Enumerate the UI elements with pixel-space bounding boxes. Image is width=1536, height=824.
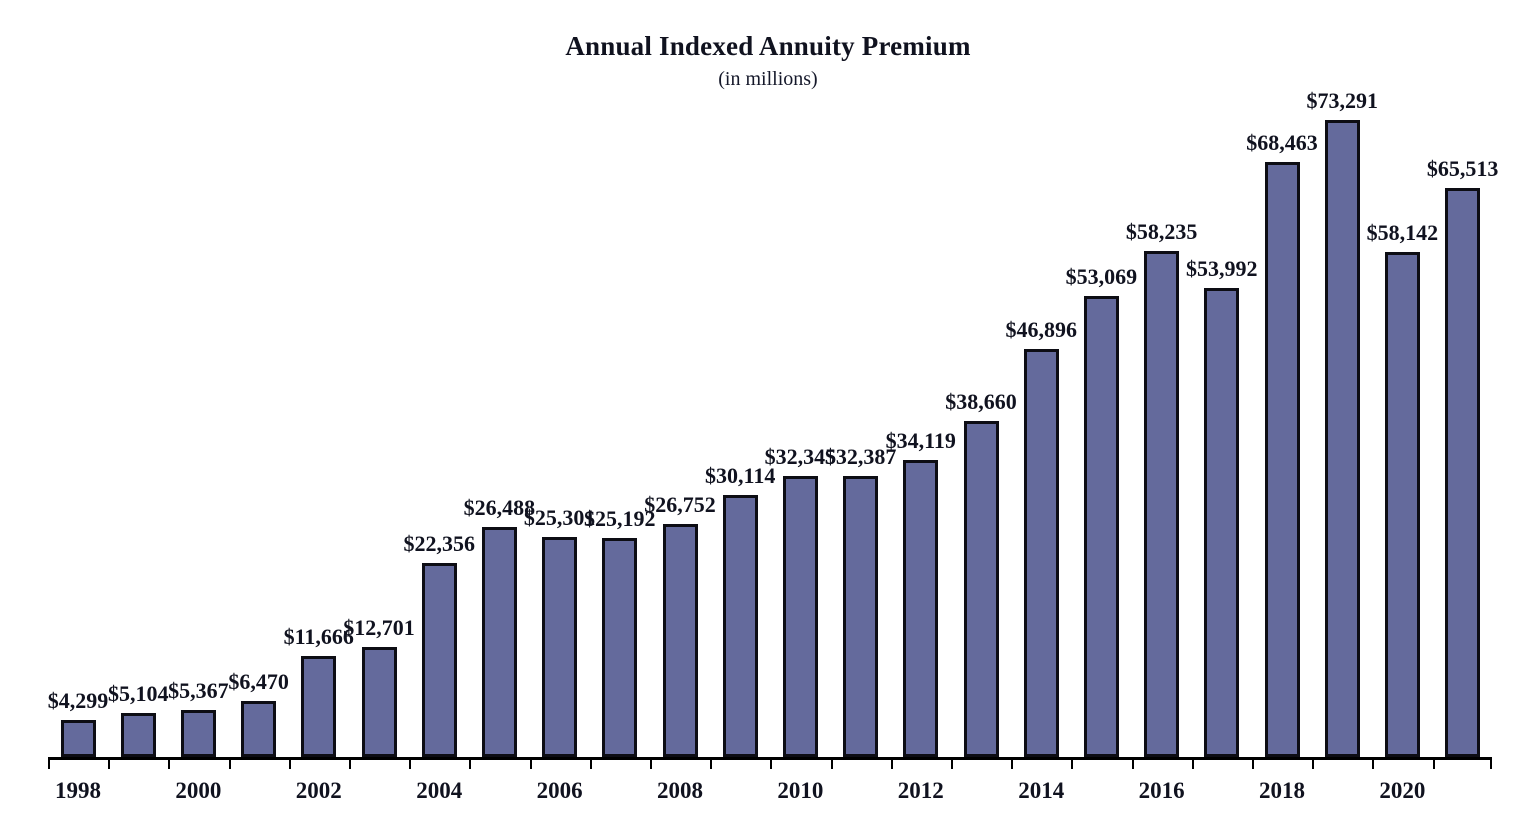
bar [662,524,698,757]
bar [722,495,758,757]
axis-tick-label: 2018 [1259,778,1305,803]
axis-tick-label: 1998 [55,778,101,803]
bar [1384,252,1420,757]
bar-value-label: $26,488 [463,495,536,520]
axis-tick [1071,760,1073,769]
bar [1083,296,1119,757]
axis-tick-label: 2020 [1379,778,1426,803]
bar [903,460,939,757]
axis-tick [590,760,592,769]
axis-tick-label: 2000 [175,778,222,803]
bar-value-label: $4,299 [47,688,109,713]
bar [421,563,457,757]
bar [602,538,638,757]
axis-tick [409,760,411,769]
axis-tick-label: 2012 [897,778,944,803]
axis-tick [1011,760,1013,769]
axis-tick [1132,760,1134,769]
axis-tick [349,760,351,769]
bar [1204,288,1240,757]
bar-value-label: $34,119 [885,428,956,453]
bar [180,710,216,757]
bar-value-label: $25,192 [584,506,656,531]
bar-value-label: $53,069 [1065,264,1138,289]
bar [241,701,277,757]
bar-value-label: $26,752 [644,492,716,517]
bar-value-label: $58,142 [1366,220,1439,245]
axis-tick [1433,760,1435,769]
bar [1023,349,1059,757]
bar-value-label: $30,114 [705,463,776,488]
axis-tick [1312,760,1314,769]
bar-value-label: $58,235 [1125,219,1198,244]
x-axis-line [48,757,1492,760]
axis-tick-label: 2004 [416,778,463,803]
bar [542,537,578,757]
axis-tick-label: 2014 [1018,778,1065,803]
axis-tick [710,760,712,769]
bar [1264,162,1300,757]
bar [481,527,517,757]
axis-tick [168,760,170,769]
axis-tick [891,760,893,769]
bar-value-label: $12,701 [343,615,415,640]
bar-value-label: $25,301 [523,505,596,530]
axis-tick [1372,760,1374,769]
axis-tick [530,760,532,769]
bar-value-label: $6,470 [228,669,289,694]
bar-value-label: $5,367 [168,678,229,703]
axis-tick [650,760,652,769]
bar-value-label: $73,291 [1306,88,1378,113]
bar [963,421,999,757]
axis-tick [951,760,953,769]
bar [782,476,818,757]
axis-tick-label: 2010 [777,778,824,803]
bar-value-label: $38,660 [945,389,1017,414]
bar [60,720,96,757]
bar [1144,251,1180,757]
bar [1324,120,1360,757]
axis-tick [108,760,110,769]
bar-value-label: $68,463 [1246,130,1318,155]
axis-tick-label: 2008 [657,778,703,803]
bar-value-label: $5,104 [107,681,169,706]
bar-value-label: $32,387 [824,444,897,469]
axis-tick-label: 2006 [536,778,583,803]
bar [843,476,879,757]
chart-title-block: Annual Indexed Annuity Premium (in milli… [0,31,1536,90]
bar-value-label: $53,992 [1186,256,1258,281]
chart-subtitle: (in millions) [718,67,818,90]
axis-tick [48,760,50,769]
axis-tick [469,760,471,769]
axis-tick-label: 2002 [295,778,342,803]
axis-tick-label: 2016 [1138,778,1185,803]
bar [361,647,397,757]
bar-value-label: $46,896 [1005,317,1077,342]
bar-value-label: $22,356 [403,531,475,556]
bar-value-label: $65,513 [1426,156,1499,181]
axis-tick [1192,760,1194,769]
bar [120,713,156,757]
page-title: Annual Indexed Annuity Premium [565,31,971,61]
axis-tick [1490,760,1492,769]
axis-tick [770,760,772,769]
bar-value-label: $11,666 [283,624,354,649]
axis-tick [229,760,231,769]
axis-tick [1252,760,1254,769]
axis-tick [831,760,833,769]
bar [1445,188,1481,757]
bar-value-label: $32,345 [764,444,837,469]
axis-tick [289,760,291,769]
bar [301,656,337,757]
